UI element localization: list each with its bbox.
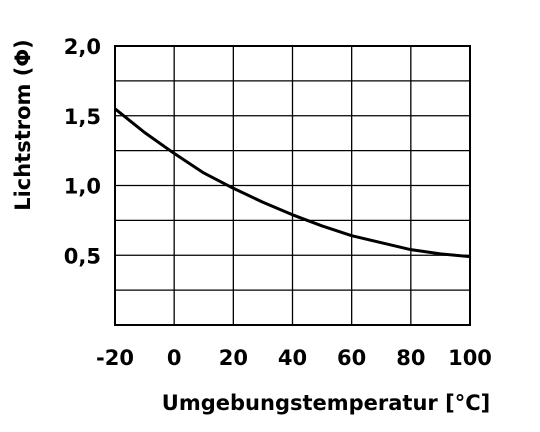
plot-frame bbox=[114, 45, 471, 326]
y-tick-label: 0,5 bbox=[64, 244, 101, 268]
y-tick-label: 1,0 bbox=[64, 175, 101, 199]
x-tick-label: 0 bbox=[167, 346, 182, 370]
y-tick-label: 1,5 bbox=[64, 105, 101, 129]
x-tick-label: 60 bbox=[337, 346, 366, 370]
y-axis-label: Lichtstrom (Φ) bbox=[11, 39, 35, 211]
y-tick-label: 2,0 bbox=[64, 35, 101, 59]
data-line bbox=[114, 107, 471, 259]
x-axis-label: Umgebungstemperatur [°C] bbox=[162, 391, 490, 415]
x-tick-label: 100 bbox=[448, 346, 492, 370]
x-tick-label: -20 bbox=[96, 346, 134, 370]
x-tick-label: 20 bbox=[219, 346, 248, 370]
x-tick-label: 40 bbox=[278, 346, 307, 370]
x-tick-label: 80 bbox=[396, 346, 425, 370]
